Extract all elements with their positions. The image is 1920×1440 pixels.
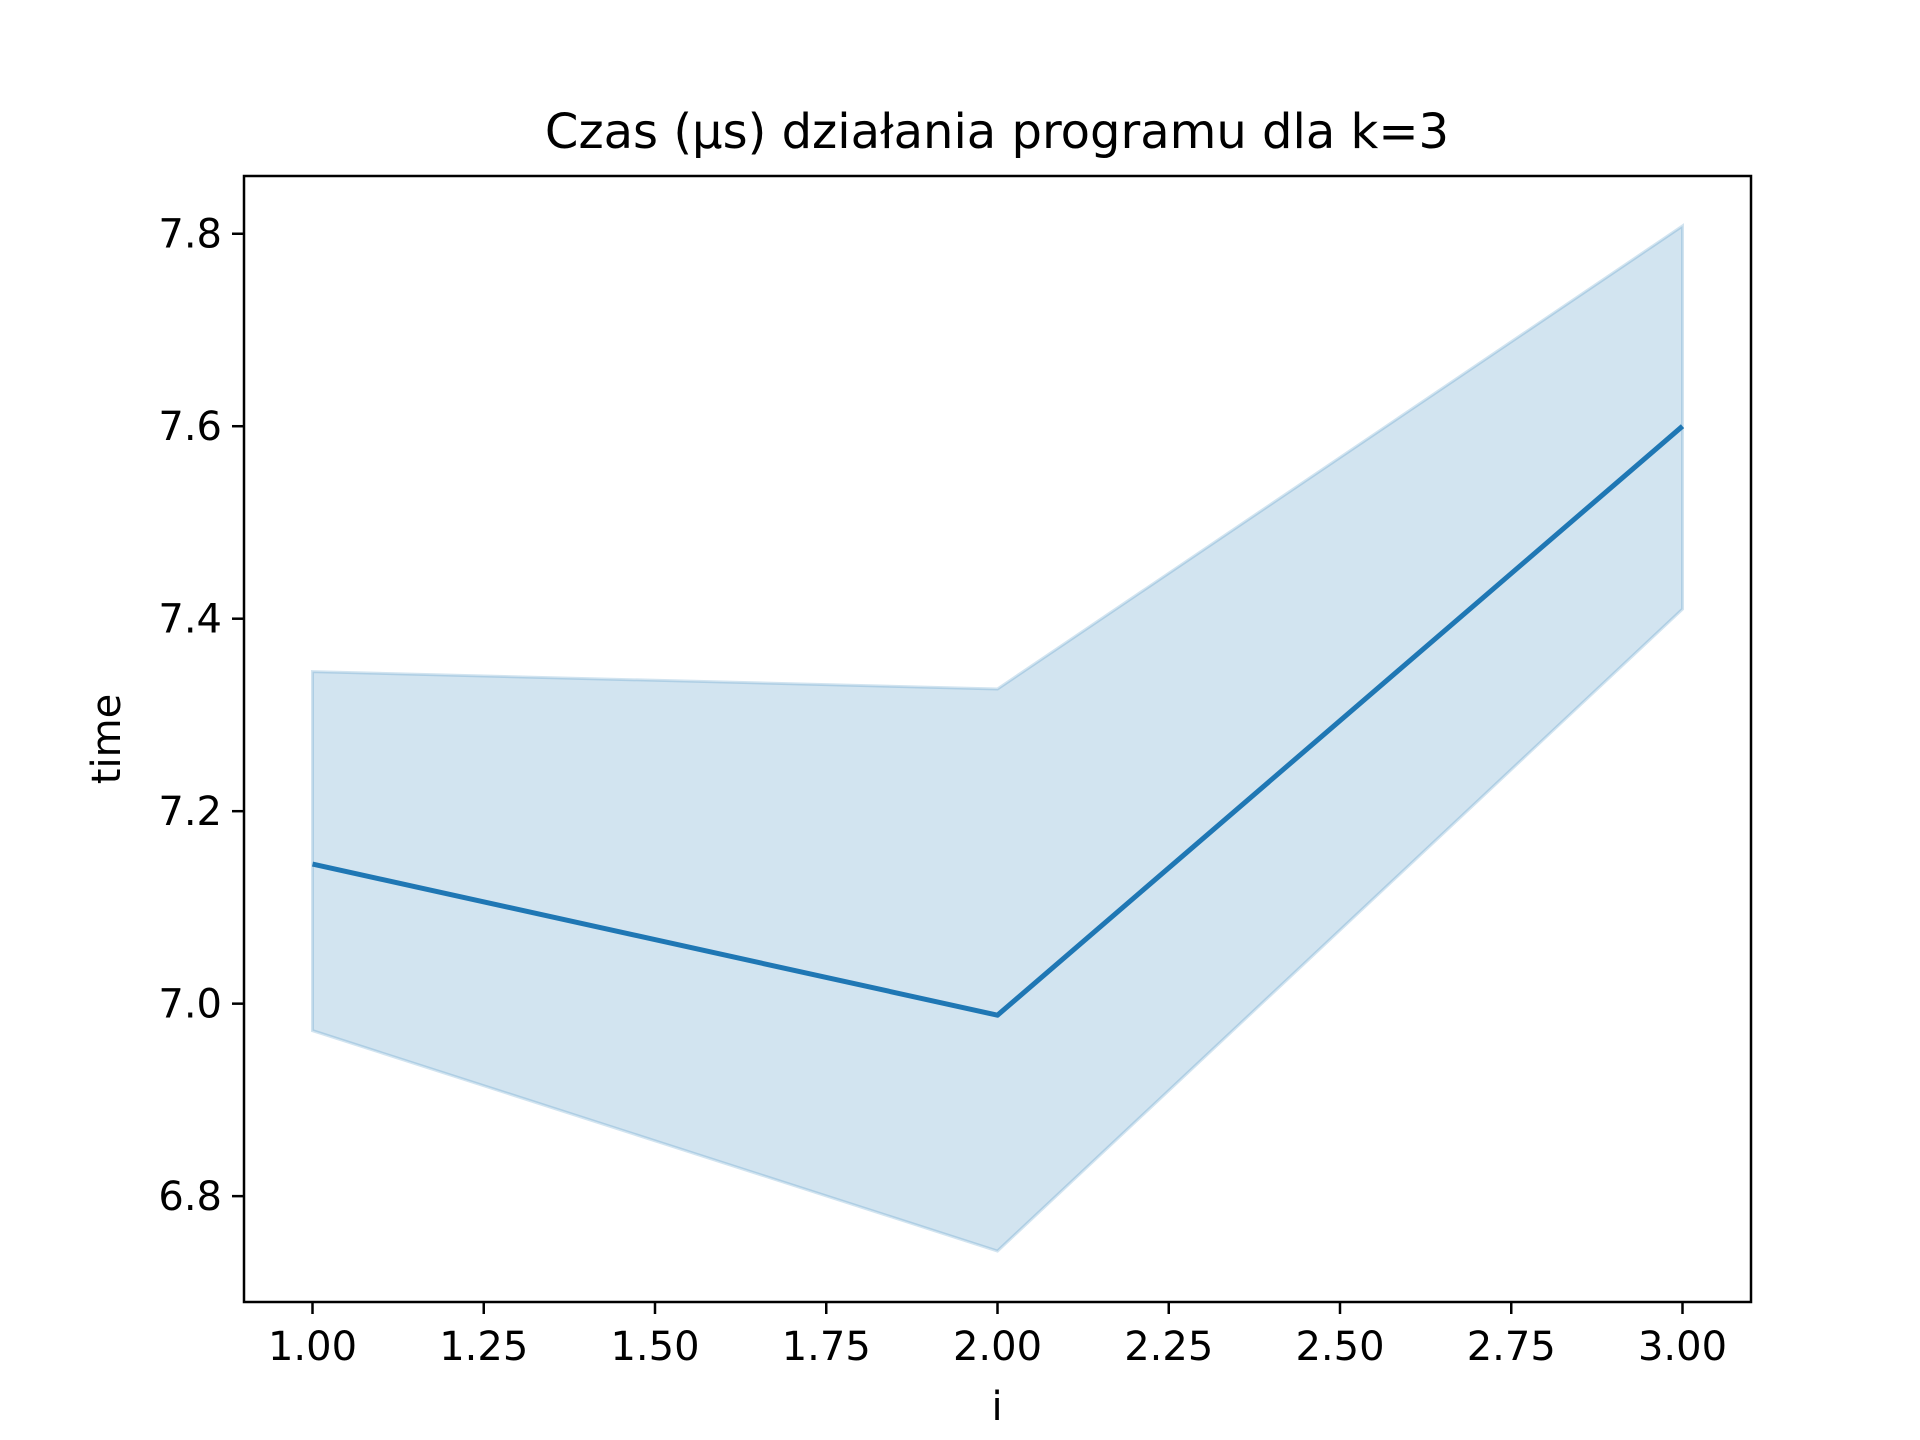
x-tick-label: 2.25 bbox=[1124, 1324, 1213, 1370]
y-tick-label: 7.8 bbox=[158, 212, 222, 258]
x-tick-label: 2.50 bbox=[1295, 1324, 1384, 1370]
x-tick-label: 1.50 bbox=[610, 1324, 699, 1370]
y-tick-label: 6.8 bbox=[158, 1174, 222, 1220]
x-tick-label: 3.00 bbox=[1638, 1324, 1727, 1370]
x-tick-label: 1.75 bbox=[782, 1324, 871, 1370]
x-axis-label: i bbox=[991, 1384, 1002, 1430]
series-line-0 bbox=[311, 424, 1685, 1018]
y-tick-label: 7.0 bbox=[158, 982, 222, 1028]
x-tick-label: 1.25 bbox=[439, 1324, 528, 1370]
plot-area: 1.00 1.25 1.50 1.75 2.00 2.25 2.50 2.75 3.00 6.8 7… bbox=[158, 174, 1753, 1370]
y-tick-label: 7.4 bbox=[158, 597, 222, 643]
x-tick-label: 2.00 bbox=[953, 1324, 1042, 1370]
y-axis-label: time bbox=[84, 694, 130, 784]
y-tick-label: 7.6 bbox=[158, 404, 222, 450]
x-tick-label: 2.75 bbox=[1467, 1324, 1556, 1370]
chart-title: Czas (µs) działania programu dla k=3 bbox=[545, 104, 1449, 160]
x-tick-label: 1.00 bbox=[268, 1324, 357, 1370]
y-tick-label: 7.2 bbox=[158, 789, 222, 835]
confidence-band-0 bbox=[311, 223, 1684, 1253]
